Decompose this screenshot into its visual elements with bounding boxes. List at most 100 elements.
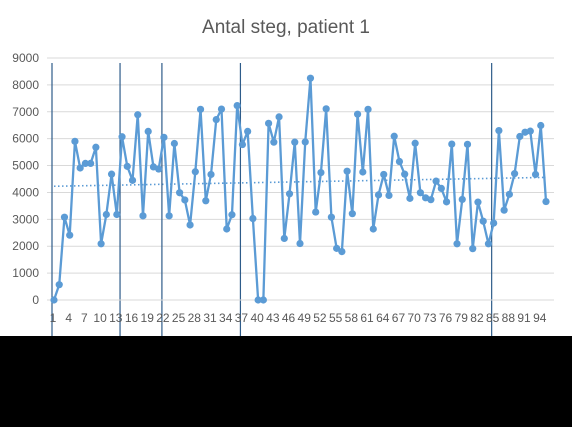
data-point bbox=[160, 133, 168, 141]
x-tick-label: 7 bbox=[81, 311, 88, 325]
data-point bbox=[87, 159, 95, 168]
data-point bbox=[165, 212, 173, 220]
data-point bbox=[102, 210, 110, 219]
data-point bbox=[395, 157, 404, 166]
data-point bbox=[484, 240, 493, 248]
line-chart: Antal steg, patient 1 0 1000 2000 3000 4000 5… bbox=[12, 17, 554, 336]
data-point bbox=[359, 168, 367, 176]
x-tick-label: 25 bbox=[172, 311, 186, 325]
data-point bbox=[275, 113, 283, 121]
data-point bbox=[264, 119, 273, 127]
x-axis-tick-labels: 1 4 7 10 13 16 19 22 25 28 31 34 37 40 43 46 49 52 55 58 61 6… bbox=[50, 311, 547, 325]
data-point bbox=[238, 140, 247, 149]
x-tick-label: 79 bbox=[455, 311, 469, 325]
data-point bbox=[81, 159, 90, 168]
x-tick-label: 61 bbox=[360, 311, 374, 325]
x-tick-label: 40 bbox=[250, 311, 264, 325]
y-tick-label: 5000 bbox=[12, 159, 39, 173]
data-point bbox=[411, 139, 419, 147]
data-point bbox=[474, 198, 482, 206]
data-point bbox=[448, 140, 456, 148]
data-point bbox=[505, 190, 513, 198]
data-point bbox=[490, 219, 498, 227]
data-point bbox=[55, 281, 63, 289]
data-point bbox=[280, 234, 288, 243]
x-tick-label: 10 bbox=[93, 311, 107, 325]
data-point bbox=[526, 127, 534, 135]
x-tick-label: 46 bbox=[282, 311, 296, 325]
data-points bbox=[50, 74, 550, 304]
gridlines bbox=[47, 57, 554, 274]
data-point bbox=[401, 170, 409, 178]
data-point bbox=[453, 240, 461, 248]
data-point bbox=[233, 101, 241, 110]
data-point bbox=[442, 198, 451, 206]
data-point bbox=[196, 105, 205, 113]
data-point bbox=[181, 196, 189, 204]
data-point bbox=[516, 132, 524, 141]
y-tick-label: 4000 bbox=[12, 185, 39, 199]
data-point bbox=[364, 105, 372, 113]
data-point bbox=[285, 190, 294, 198]
data-point bbox=[348, 210, 356, 218]
x-tick-label: 34 bbox=[219, 311, 233, 325]
data-point bbox=[92, 143, 100, 151]
data-point bbox=[254, 296, 262, 304]
data-point bbox=[479, 217, 487, 225]
data-point bbox=[306, 74, 315, 82]
data-point bbox=[123, 162, 131, 170]
data-point bbox=[390, 132, 398, 140]
x-tick-label: 94 bbox=[533, 311, 547, 325]
data-point bbox=[118, 133, 126, 141]
data-point bbox=[155, 165, 163, 173]
x-tick-label: 1 bbox=[50, 311, 57, 325]
x-tick-label: 64 bbox=[376, 311, 390, 325]
data-point bbox=[128, 176, 137, 184]
x-tick-label: 58 bbox=[345, 311, 359, 325]
data-point bbox=[500, 206, 508, 214]
data-point bbox=[244, 127, 252, 136]
data-point bbox=[537, 121, 545, 130]
y-tick-label: 0 bbox=[32, 293, 39, 307]
x-tick-label: 22 bbox=[156, 311, 170, 325]
data-point bbox=[202, 197, 210, 205]
data-point bbox=[66, 231, 74, 239]
data-point bbox=[113, 210, 121, 219]
x-tick-label: 31 bbox=[203, 311, 217, 325]
y-tick-label: 8000 bbox=[12, 78, 39, 92]
y-tick-label: 3000 bbox=[12, 212, 39, 226]
data-point bbox=[469, 245, 477, 253]
trendline bbox=[53, 176, 547, 188]
data-point bbox=[427, 196, 435, 204]
data-point bbox=[385, 191, 393, 200]
data-point bbox=[270, 138, 278, 146]
data-point bbox=[217, 105, 226, 113]
data-point bbox=[338, 248, 346, 256]
data-point bbox=[432, 177, 440, 185]
x-tick-label: 4 bbox=[65, 311, 72, 325]
x-tick-label: 88 bbox=[502, 311, 516, 325]
y-tick-label: 2000 bbox=[12, 239, 39, 253]
x-tick-label: 37 bbox=[235, 311, 249, 325]
data-point bbox=[437, 184, 445, 193]
data-point bbox=[212, 115, 220, 124]
data-point bbox=[60, 213, 69, 221]
data-point bbox=[296, 239, 304, 248]
x-tick-label: 52 bbox=[313, 311, 327, 325]
x-tick-label: 85 bbox=[486, 311, 500, 325]
data-point bbox=[333, 244, 341, 252]
y-tick-label: 6000 bbox=[12, 132, 39, 146]
data-point bbox=[249, 214, 257, 223]
blank-region bbox=[0, 336, 572, 427]
x-tick-label: 13 bbox=[109, 311, 123, 325]
data-point bbox=[170, 139, 178, 148]
data-point bbox=[510, 170, 519, 178]
x-tick-label: 19 bbox=[141, 311, 155, 325]
data-point bbox=[71, 137, 79, 145]
data-point bbox=[107, 170, 116, 178]
x-tick-label: 16 bbox=[125, 311, 139, 325]
data-point bbox=[406, 194, 414, 202]
data-point bbox=[223, 225, 231, 233]
data-point bbox=[458, 195, 466, 204]
data-point bbox=[97, 240, 105, 248]
